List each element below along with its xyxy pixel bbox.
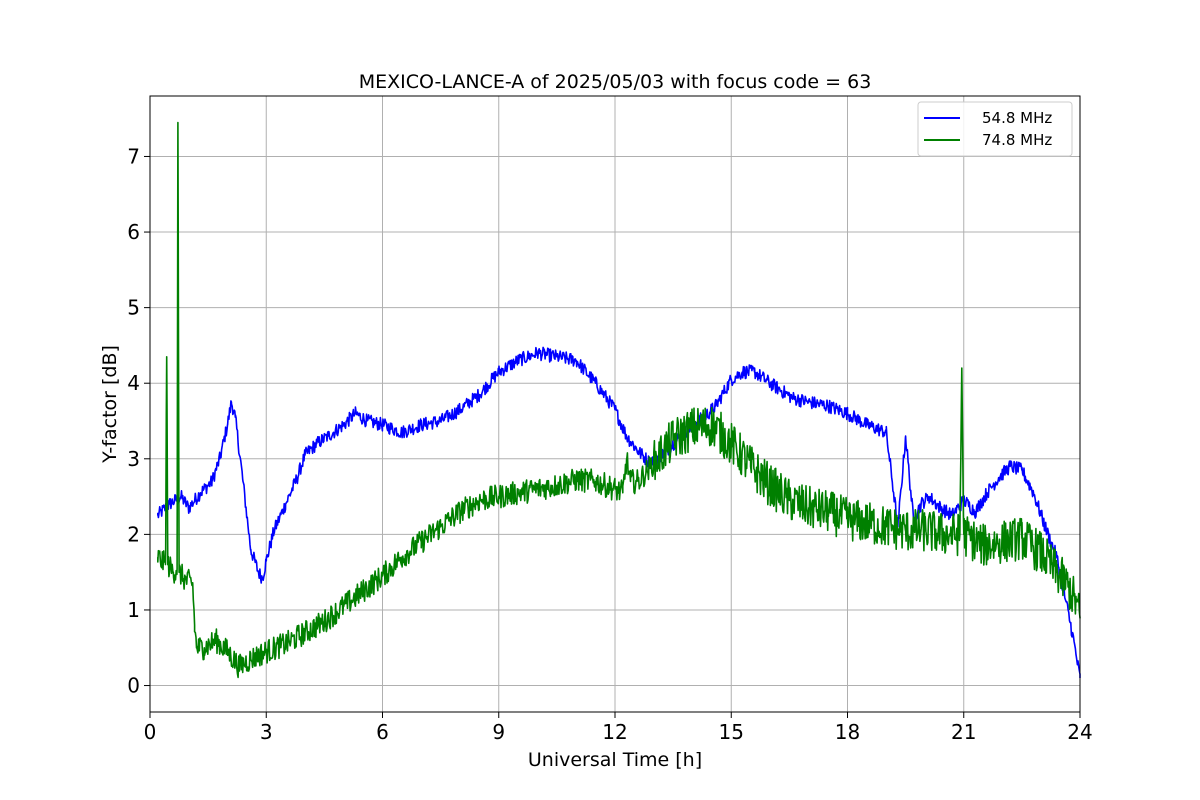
- legend: 54.8 MHz 74.8 MHz: [917, 101, 1073, 157]
- x-tick-label: 21: [951, 720, 976, 744]
- x-tick-label: 12: [602, 720, 627, 744]
- legend-label-54-8: 54.8 MHz: [982, 109, 1052, 127]
- y-tick-label: 5: [127, 296, 140, 320]
- series-line-54-8-mhz: [157, 346, 1081, 678]
- x-axis-label: Universal Time [h]: [528, 749, 702, 771]
- x-tick-label: 9: [492, 720, 505, 744]
- y-tick-label: 6: [127, 220, 140, 244]
- x-tick-label: 6: [376, 720, 389, 744]
- x-tick-label: 3: [260, 720, 273, 744]
- y-tick-label: 7: [127, 144, 140, 168]
- chart-title: MEXICO-LANCE-A of 2025/05/03 with focus …: [359, 71, 872, 93]
- legend-box: [917, 101, 1073, 157]
- x-tick-label: 0: [144, 720, 157, 744]
- y-tick-label: 1: [127, 598, 140, 622]
- series-layer: [157, 121, 1081, 679]
- x-tick-label: 18: [835, 720, 860, 744]
- y-tick-label: 0: [127, 674, 140, 698]
- y-tick-label: 3: [127, 447, 140, 471]
- legend-label-74-8: 74.8 MHz: [982, 131, 1052, 149]
- x-tick-label: 24: [1067, 720, 1092, 744]
- y-axis-label: Y-factor [dB]: [99, 345, 121, 464]
- series-line-74-8-mhz: [157, 121, 1081, 679]
- y-tick-label: 4: [127, 371, 140, 395]
- x-tick-label: 15: [719, 720, 744, 744]
- y-tick-label: 2: [127, 522, 140, 546]
